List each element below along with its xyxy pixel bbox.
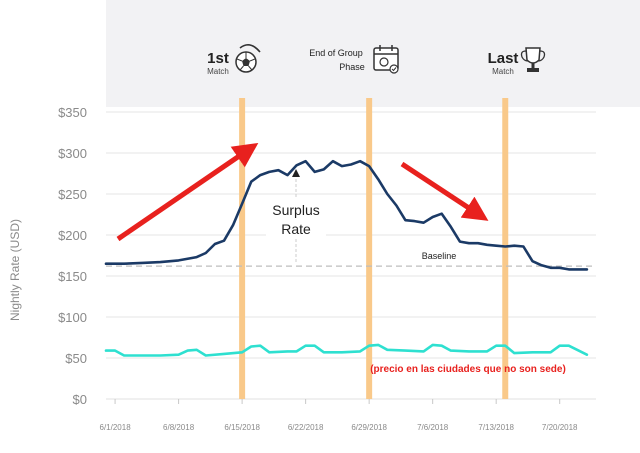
x-tick-label: 7/20/2018 <box>542 423 578 432</box>
x-tick-label: 6/22/2018 <box>288 423 324 432</box>
surplus-rate-label-line2: Rate <box>281 221 311 237</box>
surplus-pointer-arrowhead <box>292 169 300 177</box>
x-axis: 6/1/2018 6/8/2018 6/15/2018 6/22/2018 6/29/2… <box>100 399 578 432</box>
y-tick-label: $200 <box>58 228 87 243</box>
surplus-rate-label-line1: Surplus <box>272 202 319 218</box>
event-group-phase-line2: Phase <box>339 62 365 72</box>
x-tick-label: 6/1/2018 <box>100 423 132 432</box>
y-tick-label: $250 <box>58 187 87 202</box>
gridlines <box>106 111 596 400</box>
event-last-match-big: Last <box>488 50 519 67</box>
non-host-cities-rate-line <box>104 343 589 357</box>
y-tick-label: $100 <box>58 310 87 325</box>
series-lines <box>104 159 589 357</box>
x-tick-label: 6/29/2018 <box>351 423 387 432</box>
event-last-match-small: Match <box>492 67 514 76</box>
y-tick-label: $150 <box>58 269 87 284</box>
calendar-icon <box>373 45 399 74</box>
x-tick-label: 6/15/2018 <box>224 423 260 432</box>
rising-trend-arrow <box>116 142 259 242</box>
x-tick-label: 6/8/2018 <box>163 423 195 432</box>
header-band <box>106 0 640 107</box>
x-tick-label: 7/13/2018 <box>478 423 514 432</box>
x-tick-label: 7/6/2018 <box>417 423 449 432</box>
event-first-match-big: 1st <box>207 50 229 67</box>
soccer-ball-icon <box>235 44 261 73</box>
y-tick-label: $300 <box>58 146 87 161</box>
y-axis: $0 $50 $100 $150 $200 $250 $300 $350 <box>58 105 87 407</box>
y-axis-label: Nightly Rate (USD) <box>8 219 22 321</box>
baseline-label: Baseline <box>422 251 457 261</box>
y-tick-label: $50 <box>65 351 87 366</box>
y-tick-label: $350 <box>58 105 87 120</box>
trophy-icon <box>520 47 546 72</box>
falling-trend-arrow <box>400 161 489 221</box>
event-first-match-small: Match <box>207 67 229 76</box>
host-cities-rate-line <box>104 159 589 271</box>
event-group-phase-line1: End of Group <box>309 48 363 58</box>
event-lines <box>239 98 509 399</box>
surplus-label-bg <box>266 199 326 239</box>
non-host-cities-note: (precio en las ciudades que no son sede) <box>370 364 566 375</box>
y-tick-label: $0 <box>73 392 87 407</box>
